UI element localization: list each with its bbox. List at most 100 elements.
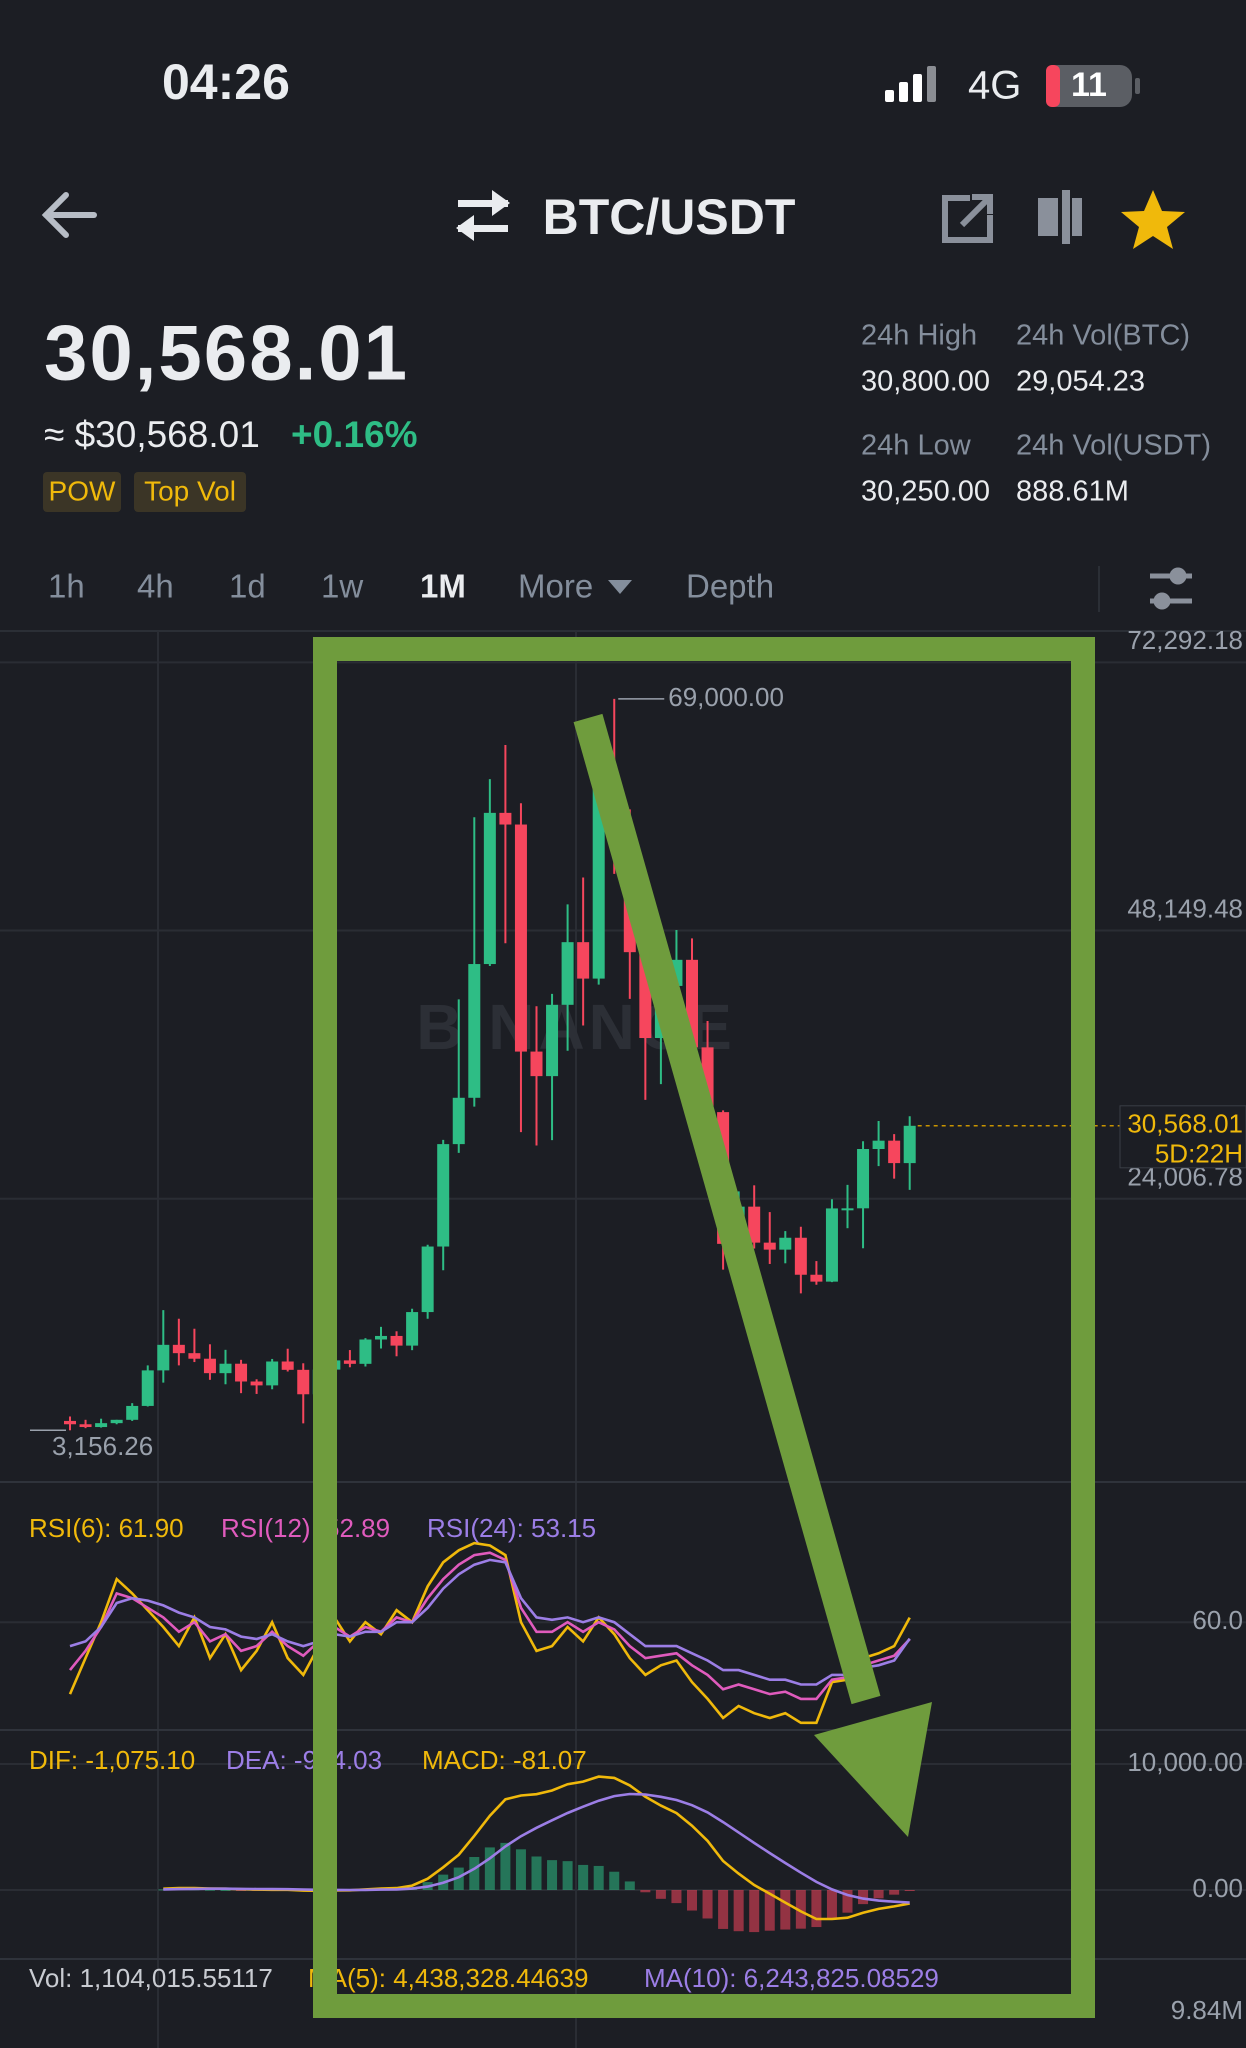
settings-icon[interactable] [1150,567,1192,610]
interval-tab[interactable]: 1d [229,568,266,605]
layout-icon[interactable] [1038,190,1082,244]
candle-body [872,1140,885,1149]
candle-body [437,1144,450,1247]
interval-tab[interactable]: 1h [48,568,85,605]
max-label: 69,000.00 [668,682,784,712]
candle-body [794,1237,807,1275]
candle-body [157,1344,170,1371]
candle-body [499,812,512,825]
stat-value: 30,800.00 [861,366,990,398]
stat-value: 30,250.00 [861,476,990,508]
y-tick-label: 72,292.18 [1127,625,1243,655]
candle-body [888,1140,901,1164]
price-change: +0.16% [291,414,418,455]
macd-bar [484,1847,495,1891]
candle-body [561,942,574,1005]
y-tick-label: 60.0 [1192,1605,1243,1635]
macd-bar [469,1856,480,1891]
candle-body [343,1360,356,1364]
macd-bar [562,1861,573,1891]
candle-body [266,1361,279,1386]
candle-body [841,1208,854,1211]
candle-body [126,1405,139,1420]
candle-body [779,1237,792,1250]
candle-body [375,1335,387,1340]
indicator-line [163,1792,910,1904]
candle-body [810,1274,823,1282]
legend-entry: DEA: -994.03 [226,1745,382,1775]
macd-bar [500,1842,511,1891]
candle-body [406,1312,419,1346]
legend-entry: MA(5): 4,438,328.44639 [308,1963,588,1993]
candle-body [250,1381,263,1386]
macd-bar [515,1849,526,1891]
candle-body [452,1097,465,1145]
candle-body [172,1344,185,1354]
swap-icon[interactable] [456,190,510,241]
battery-text: 11 [1071,66,1107,104]
back-button[interactable] [41,192,97,238]
last-price-box [1119,1105,1246,1169]
fiat-price: ≈ $30,568.01 [44,414,260,455]
battery-tip [1135,78,1140,94]
y-tick-label: 0.00 [1192,1873,1243,1903]
countdown: 5D:22H [1155,1139,1243,1169]
candle-body [390,1335,403,1346]
legend-entry: RSI(12): 52.89 [221,1513,390,1543]
candle-body [530,1051,543,1077]
interval-tab[interactable]: 4h [137,568,174,605]
indicator-line [69,1558,911,1686]
tag[interactable]: POW [49,475,116,506]
candle-body [203,1358,216,1374]
favorite-star[interactable] [1121,190,1185,249]
candle-body [546,1004,559,1077]
legend-entry: Vol: 1,104,015.55117 [29,1963,273,1993]
last-price-label: 30,568.01 [1127,1109,1243,1139]
candle-body [188,1353,201,1359]
vertical-grid [157,631,577,2048]
stat-label: 24h High [861,320,977,352]
macd-bar [718,1890,729,1929]
candle-body [514,824,527,1052]
macd-bar [795,1890,806,1929]
candle-body [577,942,590,979]
more-tab[interactable]: More [518,568,593,605]
macd-bar [547,1860,558,1891]
macd-bar [671,1890,682,1904]
macd-bar [609,1871,620,1891]
candle-body [95,1423,108,1428]
min-label: 3,156.26 [52,1431,153,1461]
share-icon[interactable] [942,194,993,243]
candle-body [281,1361,294,1370]
legend-entry: RSI(6): 61.90 [29,1513,184,1543]
candle-body [79,1424,92,1428]
macd-bar [578,1864,589,1891]
stat-value: 888.61M [1016,476,1129,508]
stat-label: 24h Low [861,430,972,462]
macd-bar [655,1890,666,1899]
panel-separators [0,1481,1246,1960]
tag-box [43,472,121,512]
macd-bar [702,1890,713,1919]
macd-bar [904,1890,915,1892]
candle-body [468,964,481,1098]
macd-bar [826,1890,837,1920]
interval-tab[interactable]: 1w [321,568,363,605]
legend-entry: RSI(24): 53.15 [427,1513,596,1543]
macd-bar [453,1867,464,1891]
depth-tab[interactable]: Depth [686,568,774,605]
tag[interactable]: Top Vol [144,475,236,506]
stat-value: 29,054.23 [1016,366,1145,398]
interval-tab-active[interactable]: 1M [420,568,466,605]
macd-bar [687,1890,697,1911]
candle-body [110,1419,123,1424]
candle-body [297,1369,310,1395]
macd-bar [811,1890,822,1928]
macd-bar [236,1890,247,1892]
legend-entry: DIF: -1,075.10 [29,1745,195,1775]
battery-level [1046,65,1060,107]
candle-body [763,1242,776,1250]
candle-body [235,1363,248,1382]
